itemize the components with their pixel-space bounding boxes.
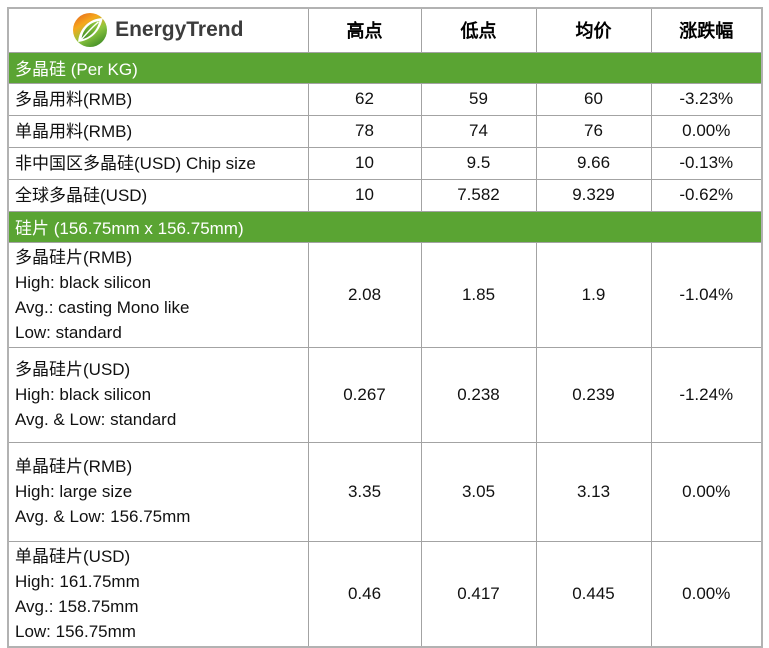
row-label: 单晶硅片(RMB) High: large size Avg. & Low: 1… [7, 441, 309, 542]
cell-avg: 9.329 [535, 178, 652, 212]
section-header-title: 硅片 (156.75mm x 156.75mm) [7, 210, 763, 243]
cell-high: 0.46 [307, 540, 422, 647]
cell-high: 10 [307, 178, 422, 212]
cell-high: 78 [307, 114, 422, 148]
cell-high: 3.35 [307, 441, 422, 542]
table-row: 单晶用料(RMB) 78 74 76 0.00% [7, 114, 763, 148]
column-header-avg: 均价 [535, 7, 652, 53]
row-label-line: High: black silicon [15, 272, 152, 292]
row-label-line: Avg.: casting Mono like [15, 297, 190, 317]
cell-low: 0.417 [420, 540, 537, 647]
row-label: 非中国区多晶硅(USD) Chip size [7, 146, 309, 180]
row-label-line: Avg. & Low: standard [15, 410, 177, 429]
cell-low: 59 [420, 82, 537, 116]
cell-low: 0.238 [420, 346, 537, 443]
row-label-line: Avg.: 158.75mm [15, 596, 139, 616]
cell-change: -3.23% [650, 82, 763, 116]
cell-avg: 9.66 [535, 146, 652, 180]
logo-cell: EnergyTrend [7, 7, 309, 53]
row-label: 单晶用料(RMB) [7, 114, 309, 148]
cell-high: 0.267 [307, 346, 422, 443]
row-label-line: High: black silicon [15, 385, 152, 404]
table-row: 多晶硅片(USD) High: black silicon Avg. & Low… [7, 346, 763, 443]
table-header-row: EnergyTrend 高点 低点 均价 涨跌幅 [7, 7, 763, 53]
table-row: 多晶硅片(RMB) High: black silicon Avg.: cast… [7, 241, 763, 348]
row-label: 全球多晶硅(USD) [7, 178, 309, 212]
cell-high: 10 [307, 146, 422, 180]
cell-low: 7.582 [420, 178, 537, 212]
price-table: EnergyTrend 高点 低点 均价 涨跌幅 多晶硅 (Per KG) 多晶… [7, 7, 763, 648]
section-header-wafer: 硅片 (156.75mm x 156.75mm) [7, 210, 763, 243]
row-label-line: High: large size [15, 482, 133, 501]
cell-change: 0.00% [650, 441, 763, 542]
section-header-title: 多晶硅 (Per KG) [7, 51, 763, 84]
row-label: 多晶硅片(RMB) High: black silicon Avg.: cast… [7, 241, 309, 348]
cell-avg: 3.13 [535, 441, 652, 542]
cell-avg: 60 [535, 82, 652, 116]
column-header-high: 高点 [307, 7, 422, 53]
cell-low: 1.85 [420, 241, 537, 348]
cell-low: 9.5 [420, 146, 537, 180]
table-row: 非中国区多晶硅(USD) Chip size 10 9.5 9.66 -0.13… [7, 146, 763, 180]
cell-change: 0.00% [650, 114, 763, 148]
cell-low: 74 [420, 114, 537, 148]
cell-avg: 1.9 [535, 241, 652, 348]
row-label-line: 单晶硅片(USD) [15, 546, 131, 566]
table-row: 多晶用料(RMB) 62 59 60 -3.23% [7, 82, 763, 116]
column-header-change: 涨跌幅 [650, 7, 763, 53]
logo-wordmark: EnergyTrend [115, 18, 244, 42]
cell-change: -1.04% [650, 241, 763, 348]
cell-change: 0.00% [650, 540, 763, 647]
row-label: 多晶硅片(USD) High: black silicon Avg. & Low… [7, 346, 309, 443]
row-label-line: Avg. & Low: 156.75mm [15, 507, 191, 526]
cell-low: 3.05 [420, 441, 537, 542]
row-label: 单晶硅片(USD) High: 161.75mm Avg.: 158.75mm … [7, 540, 309, 647]
energytrend-leaf-icon [73, 13, 108, 48]
cell-change: -0.13% [650, 146, 763, 180]
cell-change: -0.62% [650, 178, 763, 212]
table-row: 全球多晶硅(USD) 10 7.582 9.329 -0.62% [7, 178, 763, 212]
row-label-line: 单晶硅片(RMB) [15, 457, 133, 476]
row-label: 多晶用料(RMB) [7, 82, 309, 116]
cell-avg: 0.239 [535, 346, 652, 443]
row-label-line: 多晶硅片(USD) [15, 360, 131, 379]
energytrend-logo: EnergyTrend [10, 13, 307, 48]
cell-change: -1.24% [650, 346, 763, 443]
cell-high: 2.08 [307, 241, 422, 348]
table-row: 单晶硅片(USD) High: 161.75mm Avg.: 158.75mm … [7, 540, 763, 647]
cell-avg: 0.445 [535, 540, 652, 647]
row-label-line: 多晶硅片(RMB) [15, 247, 133, 267]
table-row: 单晶硅片(RMB) High: large size Avg. & Low: 1… [7, 441, 763, 542]
section-header-polysilicon: 多晶硅 (Per KG) [7, 51, 763, 84]
column-header-low: 低点 [420, 7, 537, 53]
cell-avg: 76 [535, 114, 652, 148]
row-label-line: Low: standard [15, 322, 122, 342]
cell-high: 62 [307, 82, 422, 116]
row-label-line: Low: 156.75mm [15, 621, 136, 641]
row-label-line: High: 161.75mm [15, 571, 140, 591]
